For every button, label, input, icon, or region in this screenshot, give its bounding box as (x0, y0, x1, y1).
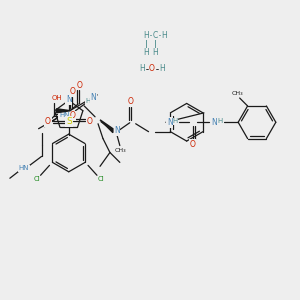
Polygon shape (100, 120, 113, 133)
Text: O: O (149, 64, 155, 73)
Text: O: O (76, 81, 82, 90)
Text: N: N (66, 95, 72, 104)
Text: H: H (218, 118, 223, 124)
Text: CH₃: CH₃ (232, 91, 244, 96)
Text: S: S (66, 117, 72, 126)
Text: O: O (45, 117, 51, 126)
Text: H: H (172, 118, 177, 124)
Text: N: N (114, 126, 120, 135)
Text: N: N (90, 93, 96, 102)
Text: OH: OH (52, 95, 63, 101)
Text: N: N (212, 118, 217, 127)
Text: H: H (86, 98, 91, 104)
Text: H: H (159, 64, 165, 73)
Text: O: O (70, 87, 75, 96)
Text: H: H (139, 64, 145, 73)
Text: O: O (69, 111, 75, 120)
Text: H: H (161, 31, 167, 40)
Text: N: N (167, 118, 173, 127)
Text: H: H (152, 48, 158, 57)
Text: O: O (128, 98, 134, 106)
Text: Cl: Cl (33, 176, 40, 182)
Text: H: H (143, 31, 149, 40)
Text: O: O (87, 117, 92, 126)
Text: H: H (143, 48, 149, 57)
Text: O: O (190, 140, 196, 148)
Text: HN: HN (59, 112, 70, 118)
Text: CH₃: CH₃ (115, 148, 127, 153)
Text: HN: HN (19, 165, 29, 171)
Polygon shape (57, 109, 70, 113)
Text: C: C (152, 31, 158, 40)
Text: Cl: Cl (98, 176, 104, 182)
